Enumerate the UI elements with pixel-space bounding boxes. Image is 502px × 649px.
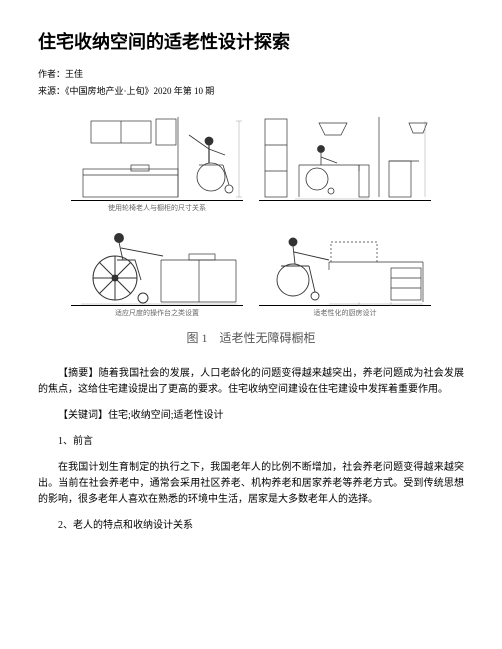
panel-caption: 适老性化的厨房设计: [259, 308, 431, 319]
abstract-label: 【摘要】: [58, 368, 99, 379]
keywords-text: 住宅;收纳空间;适老性设计: [108, 410, 224, 421]
figure-caption: 图 1 适老性无障碍橱柜: [71, 329, 431, 348]
figure-panel: 适老性化的厨房设计: [259, 220, 431, 319]
section-heading-1: 1、前言: [38, 434, 464, 450]
source-line: 来源：《中国房地产业·上旬》2020 年第 10 期: [38, 84, 464, 98]
document-title: 住宅收纳空间的适老性设计探索: [38, 28, 464, 57]
figure-panel: 适应尺度的操作台之类设置: [71, 220, 243, 319]
section-heading-2: 2、老人的特点和收纳设计关系: [38, 518, 464, 534]
panel-caption: 使用轮椅老人与橱柜的尺寸关系: [71, 203, 243, 214]
abstract-text: 随着我国社会的发展，人口老龄化的问题变得越来越突出，养老问题成为社会发展的焦点，…: [38, 368, 464, 395]
figure-panel: [259, 115, 431, 214]
panel-caption: 适应尺度的操作台之类设置: [71, 308, 243, 319]
keywords-label: 【关键词】: [58, 410, 108, 421]
figure-1: 使用轮椅老人与橱柜的尺寸关系: [71, 115, 431, 349]
figure-panel: 使用轮椅老人与橱柜的尺寸关系: [71, 115, 243, 214]
abstract-paragraph: 【摘要】随着我国社会的发展，人口老龄化的问题变得越来越突出，养老问题成为社会发展…: [38, 366, 464, 398]
author-line: 作者：王佳: [38, 67, 464, 81]
section-1-body: 在我国计划生育制定的执行之下，我国老年人的比例不断增加，社会养老问题变得越来越突…: [38, 460, 464, 508]
keywords-paragraph: 【关键词】住宅;收纳空间;适老性设计: [38, 408, 464, 424]
